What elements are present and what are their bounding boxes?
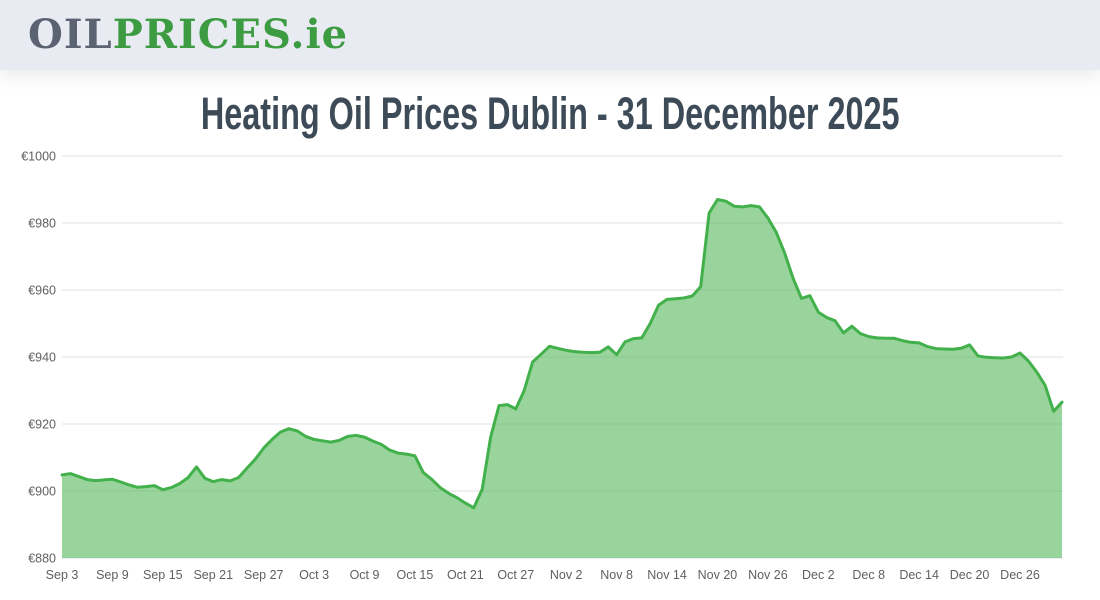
- y-tick-label-1000: €1000: [21, 150, 56, 164]
- y-tick-label-920: €920: [28, 418, 56, 432]
- x-tick-label-sep-3: Sep 3: [46, 568, 79, 582]
- price-area-fill: [62, 199, 1062, 558]
- x-tick-label-nov-26: Nov 26: [748, 568, 788, 582]
- x-tick-label-oct-15: Oct 15: [397, 568, 434, 582]
- y-tick-label-960: €960: [28, 284, 56, 298]
- x-tick-label-nov-8: Nov 8: [600, 568, 633, 582]
- logo-text-ie: .ie: [290, 11, 349, 58]
- x-tick-label-dec-20: Dec 20: [950, 568, 990, 582]
- x-tick-label-sep-27: Sep 27: [244, 568, 284, 582]
- x-tick-label-sep-9: Sep 9: [96, 568, 129, 582]
- logo-text-oil: OIL: [28, 11, 113, 58]
- y-tick-label-980: €980: [28, 217, 56, 231]
- price-area-series[interactable]: [60, 198, 1064, 559]
- x-axis-labels: Sep 3 Sep 9 Sep 15 Sep 21 Sep 27 Oct 3 Oct 9 Oc…: [46, 568, 1040, 582]
- y-tick-label-900: €900: [28, 485, 56, 499]
- logo-text-prices: PRICES: [112, 11, 291, 58]
- x-tick-label-oct-21: Oct 21: [447, 568, 484, 582]
- page-title: Heating Oil Prices Dublin - 31 December …: [200, 88, 900, 139]
- header-bar: OILPRICES.ie: [0, 0, 1100, 70]
- x-tick-label-dec-2: Dec 2: [802, 568, 835, 582]
- x-tick-label-dec-26: Dec 26: [1000, 568, 1040, 582]
- x-tick-label-oct-9: Oct 9: [350, 568, 380, 582]
- y-tick-label-940: €940: [28, 351, 56, 365]
- x-tick-label-nov-20: Nov 20: [698, 568, 738, 582]
- y-axis-labels: €880 €900 €920 €940 €960 €980 €1000: [21, 150, 56, 566]
- x-tick-label-oct-27: Oct 27: [497, 568, 534, 582]
- y-tick-label-880: €880: [28, 552, 56, 566]
- site-logo[interactable]: OILPRICES.ie: [28, 10, 348, 60]
- x-tick-label-sep-15: Sep 15: [143, 568, 183, 582]
- page-title-row: Heating Oil Prices Dublin - 31 December …: [0, 88, 1100, 140]
- x-tick-label-nov-14: Nov 14: [647, 568, 687, 582]
- x-tick-label-nov-2: Nov 2: [550, 568, 583, 582]
- x-tick-label-dec-14: Dec 14: [899, 568, 939, 582]
- x-tick-label-sep-21: Sep 21: [193, 568, 233, 582]
- x-tick-label-dec-8: Dec 8: [852, 568, 885, 582]
- price-line: [60, 198, 1064, 510]
- x-tick-label-oct-3: Oct 3: [299, 568, 329, 582]
